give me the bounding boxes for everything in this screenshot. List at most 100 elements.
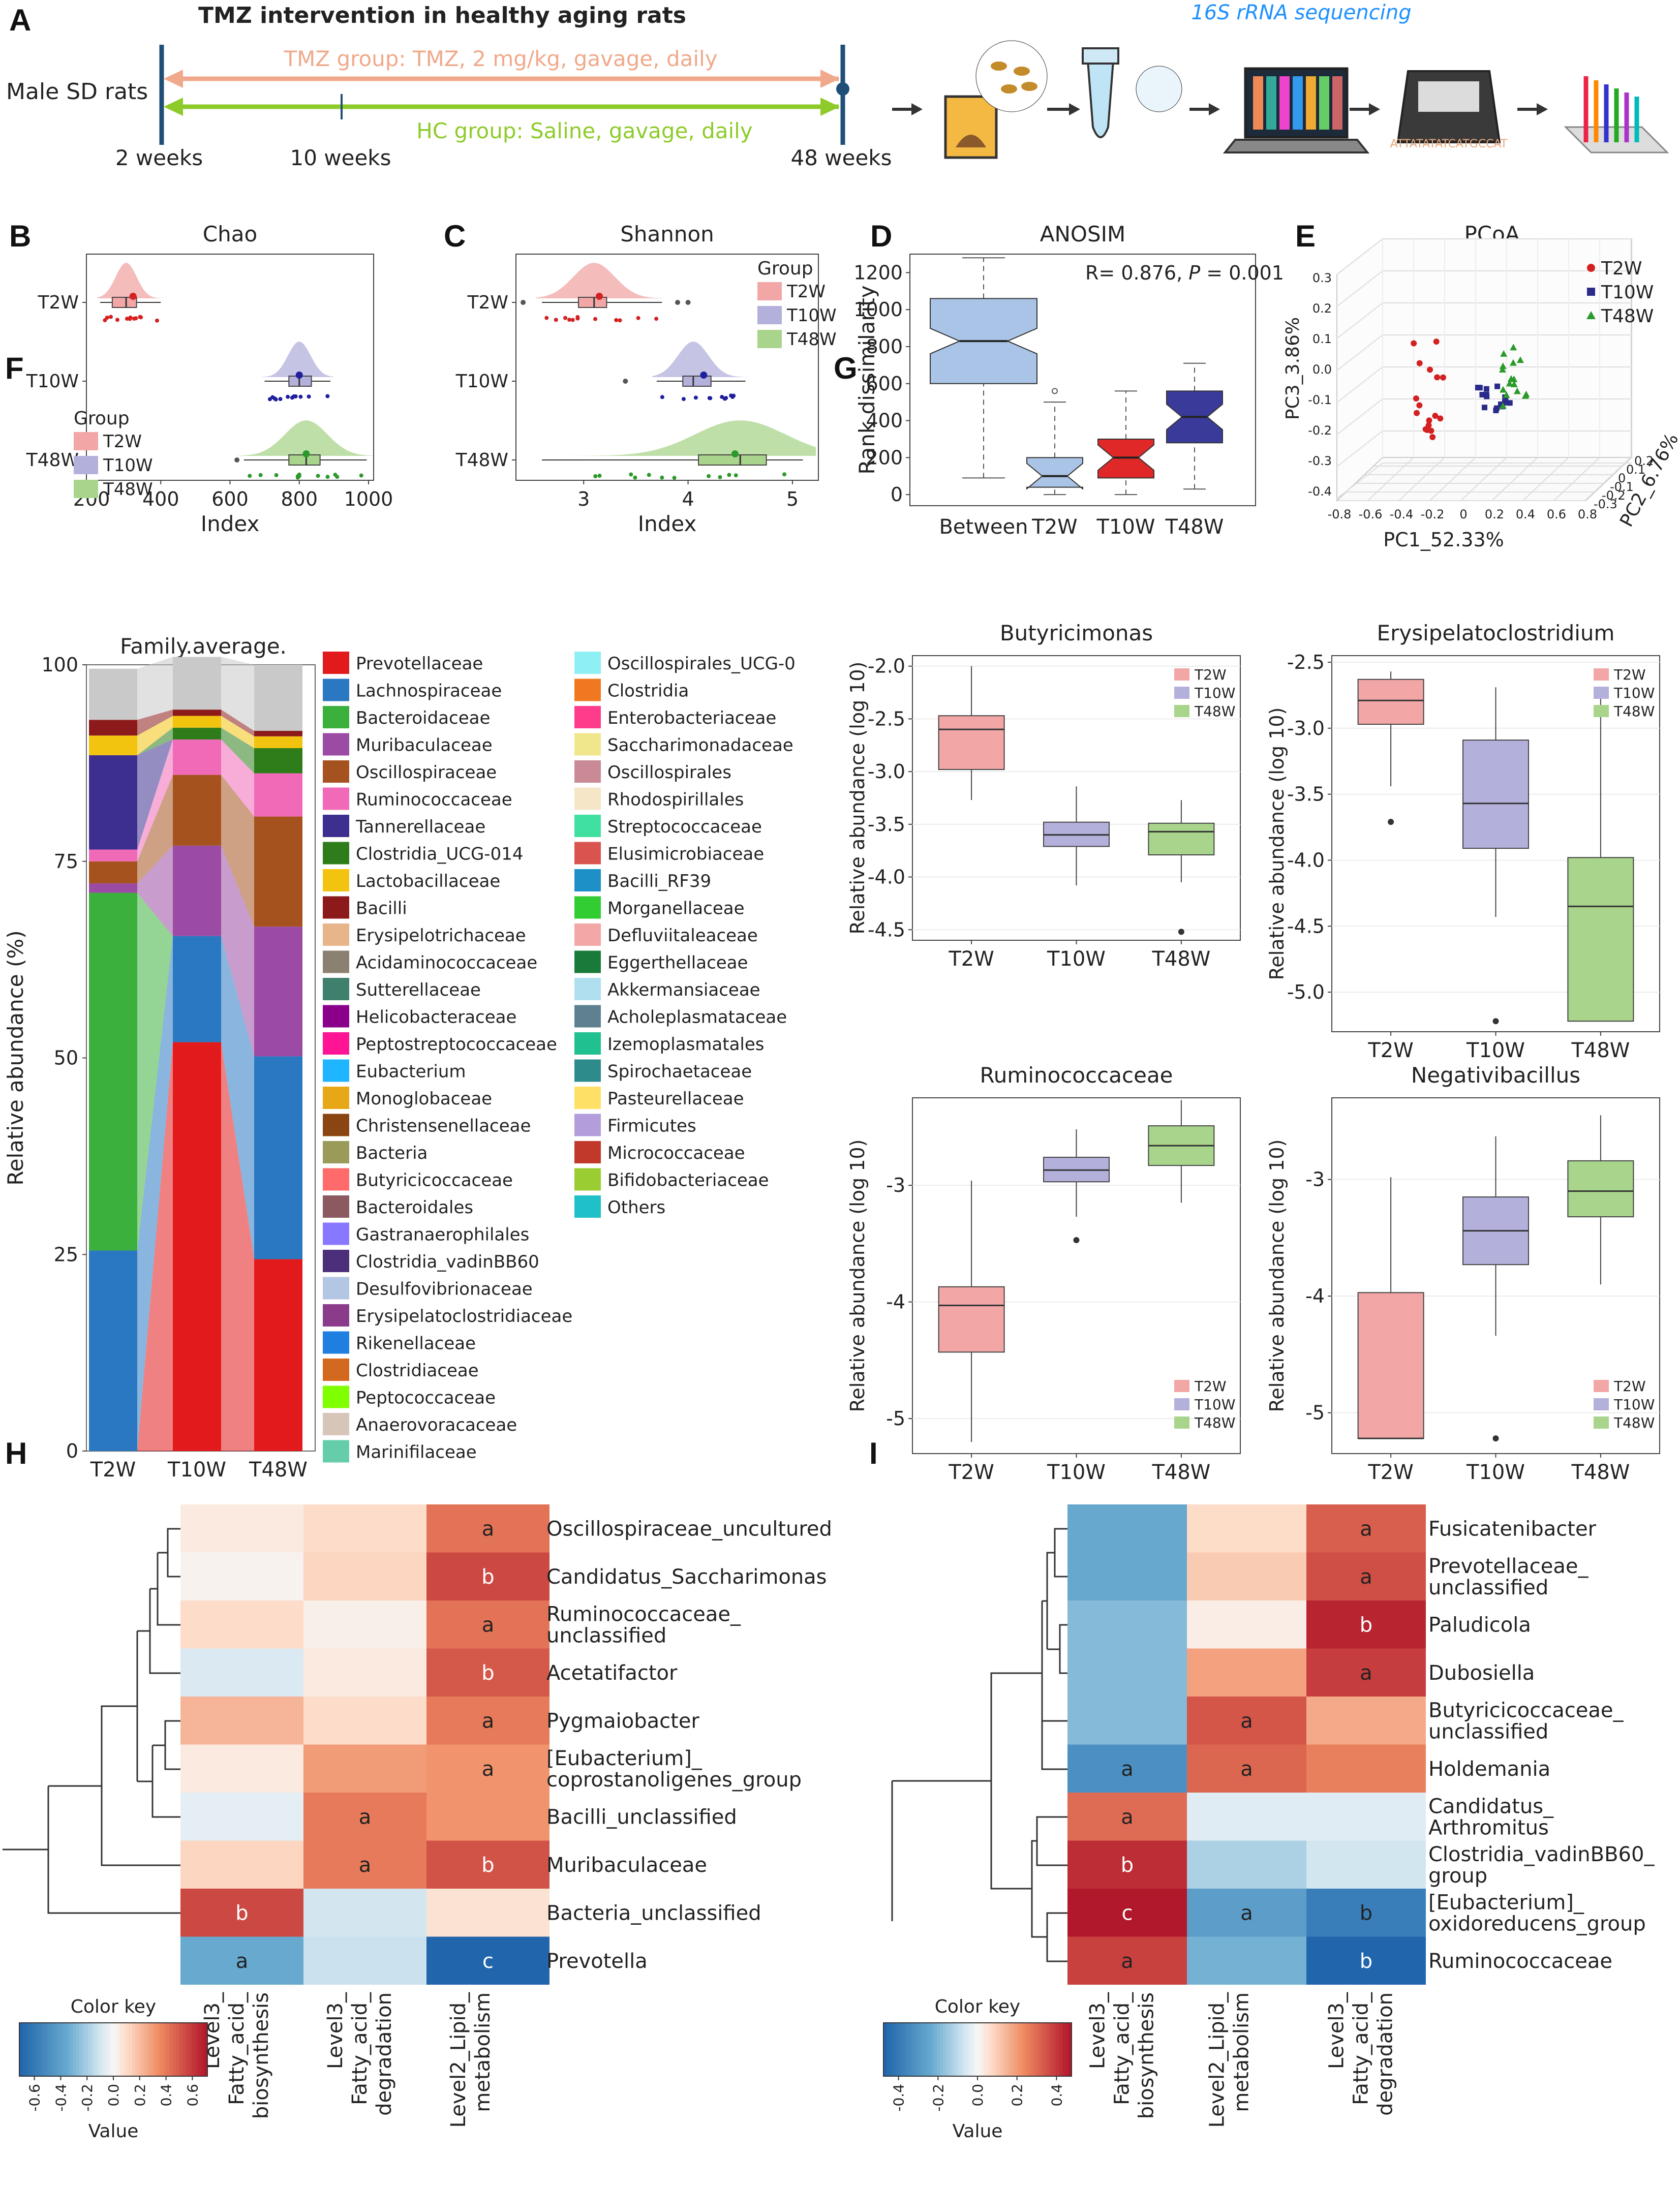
- legend-label: T2W: [786, 282, 826, 302]
- y-tick-label: T10W: [26, 371, 79, 392]
- heat-cell: [1306, 1552, 1426, 1600]
- significance-label: a: [1121, 1805, 1134, 1829]
- color-key-step: [984, 2023, 988, 2076]
- color-key-step: [154, 2023, 158, 2076]
- legend-label: T10W: [103, 455, 153, 476]
- heat-cell: [426, 1793, 549, 1841]
- heat-cell: [1187, 1744, 1306, 1793]
- row-label: Fusicatenibacter: [1428, 1517, 1597, 1540]
- legend-label: Pasteurellaceae: [607, 1089, 744, 1109]
- heat-cell: [426, 1889, 549, 1937]
- legend-swatch: [323, 1059, 349, 1082]
- legend-label: Lactobacillaceae: [356, 871, 500, 891]
- significance-label: a: [236, 1950, 249, 1973]
- pcoa-point-t48w: [1507, 375, 1515, 382]
- row-label: Holdemania: [1428, 1758, 1550, 1781]
- box-t48w: [698, 454, 767, 466]
- legend-label: Rhodospirillales: [607, 790, 744, 810]
- y-tick-label: -4.0: [868, 866, 905, 888]
- y-tick-label: 800: [866, 335, 903, 358]
- heat-cell: [1067, 1648, 1187, 1697]
- pcoa-point-t48w: [1506, 380, 1513, 387]
- z-tick-label: -0.4: [1308, 484, 1332, 499]
- x-tick-label: 0.2: [1485, 507, 1504, 521]
- significance-label: a: [1121, 1950, 1134, 1973]
- dendrogram-branch: [47, 1786, 180, 1914]
- box-t10w: [682, 376, 712, 387]
- legend-swatch: [323, 1195, 349, 1218]
- legend-label: Lachnospiraceae: [356, 681, 502, 701]
- color-key-step: [996, 2023, 1000, 2076]
- color-key-step: [959, 2023, 963, 2076]
- legend-key: [1594, 1416, 1609, 1429]
- x-axis-label: Index: [201, 511, 260, 536]
- legend-swatch: [574, 733, 601, 756]
- box-t2w: [577, 297, 607, 308]
- column-label: Level3_: [1086, 1992, 1110, 2069]
- pcoa-point-t2w: [1434, 374, 1441, 381]
- ribbon-prevotellaceae: [221, 1042, 254, 1451]
- x-tick-label: T48W: [1571, 1461, 1630, 1484]
- pcoa-point-t2w: [1416, 360, 1423, 366]
- wall-line: [1336, 366, 1383, 403]
- heat-cell: [426, 1600, 549, 1649]
- notched-box-t2w: [1026, 457, 1083, 490]
- y-tick-label: T48W: [455, 450, 508, 471]
- ribbon-lactobacillaceae: [137, 716, 173, 755]
- legend-label: Helicobacteraceae: [356, 1007, 516, 1028]
- row-label: oxidoreducens_group: [1428, 1912, 1646, 1935]
- raw-point: [103, 318, 107, 323]
- sequence-bar-icon: [1293, 76, 1303, 130]
- chart-title: Butyricimonas: [1000, 621, 1153, 645]
- ribbon-bacilli: [137, 710, 173, 736]
- x-tick-label: T2W: [1031, 515, 1077, 539]
- color-key-title: Color key: [71, 1996, 156, 2017]
- color-key-step: [19, 2023, 23, 2076]
- ribbon-others: [221, 657, 254, 731]
- column-label: degradation: [373, 1992, 396, 2116]
- color-key-step: [173, 2023, 177, 2076]
- wall-line: [1336, 270, 1383, 307]
- raw-point: [633, 475, 637, 480]
- color-key-step: [962, 2023, 966, 2076]
- legend-key: [1174, 668, 1189, 681]
- legend-swatch: [323, 1385, 349, 1408]
- significance-label: a: [359, 1805, 372, 1829]
- legend-label: Monoglobaceae: [356, 1089, 492, 1109]
- density-t2w: [97, 263, 164, 298]
- color-key-step: [1015, 2023, 1019, 2076]
- heat-cell: [1067, 1552, 1187, 1600]
- legend-key: [1174, 705, 1189, 717]
- row-label: Arthromitus: [1428, 1816, 1549, 1839]
- color-key-step: [918, 2023, 922, 2076]
- z-tick-label: 0.2: [1312, 301, 1332, 316]
- y-tick-label: T48W: [26, 450, 79, 471]
- x-tick-label: 400: [142, 488, 179, 510]
- dna-sample-icon: [1136, 66, 1182, 112]
- z-tick-label: 0.1: [1312, 332, 1332, 346]
- chart-title: Chao: [203, 222, 257, 246]
- legend-label: T48W: [1613, 703, 1655, 720]
- key-tick-label: 0.4: [1048, 2084, 1065, 2107]
- bar-segment-muribaculaceae: [254, 927, 302, 1057]
- key-tick-label: 0.2: [132, 2084, 148, 2107]
- color-key-step: [101, 2023, 105, 2076]
- significance-label: a: [482, 1517, 495, 1540]
- annotation-part: P: [1188, 262, 1200, 284]
- y-tick-label: 1000: [853, 298, 903, 321]
- legend-swatch: [574, 760, 601, 783]
- heat-cell: [1067, 1504, 1187, 1553]
- panel-letter-f: F: [5, 351, 24, 385]
- bar-segment-bacilli: [254, 730, 302, 736]
- heat-cell: [1306, 1793, 1426, 1841]
- bar-segment-ruminococcaceae: [254, 773, 302, 817]
- mean-point: [700, 372, 708, 379]
- color-key-step: [144, 2023, 148, 2076]
- heat-cell: [1067, 1889, 1187, 1937]
- color-key-step: [63, 2023, 67, 2076]
- panel-a-title: TMZ intervention in healthy aging rats: [198, 3, 686, 28]
- raw-point: [128, 315, 133, 320]
- color-key-step: [943, 2023, 947, 2076]
- row-label: Ruminococcaceae_: [546, 1603, 741, 1626]
- y-tick-label: 50: [54, 1047, 78, 1069]
